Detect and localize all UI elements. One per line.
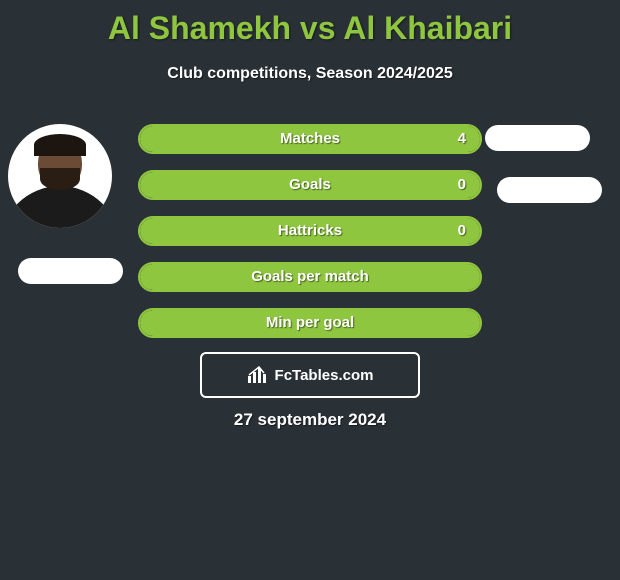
subtitle: Club competitions, Season 2024/2025	[0, 65, 620, 83]
stat-row-min-per-goal: Min per goal	[138, 308, 482, 338]
stat-label: Matches	[140, 126, 480, 152]
bar-chart-icon	[247, 366, 269, 384]
stat-label: Min per goal	[140, 310, 480, 336]
player-2-name-pill-1	[485, 125, 590, 151]
page-title: Al Shamekh vs Al Khaibari	[0, 0, 620, 47]
stat-label: Goals	[140, 172, 480, 198]
stat-row-goals: Goals 0	[138, 170, 482, 200]
player-2-name-pill-2	[497, 177, 602, 203]
stats-panel: Matches 4 Goals 0 Hattricks 0 Goals per …	[138, 124, 482, 354]
stat-value: 0	[458, 218, 466, 244]
stat-label: Goals per match	[140, 264, 480, 290]
stat-label: Hattricks	[140, 218, 480, 244]
player-1-name-pill	[18, 258, 123, 284]
stat-row-goals-per-match: Goals per match	[138, 262, 482, 292]
date-text: 27 september 2024	[0, 410, 620, 430]
stat-value: 0	[458, 172, 466, 198]
stat-row-hattricks: Hattricks 0	[138, 216, 482, 246]
logo-box: FcTables.com	[200, 352, 420, 398]
player-1-avatar	[8, 124, 112, 228]
stat-row-matches: Matches 4	[138, 124, 482, 154]
logo-text: FcTables.com	[275, 367, 374, 384]
stat-value: 4	[458, 126, 466, 152]
